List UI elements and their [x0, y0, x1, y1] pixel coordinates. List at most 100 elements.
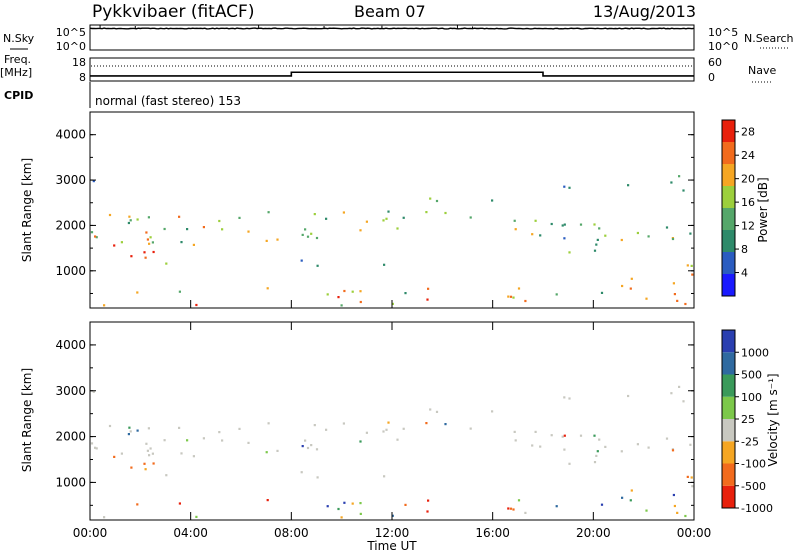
- power-cell: [568, 251, 571, 254]
- power-cell: [665, 226, 669, 229]
- velocity-cell: [276, 449, 279, 452]
- power-y-axis: 1000 2000 3000 4000: [55, 128, 694, 294]
- velocity-cell: [539, 445, 542, 448]
- velocity-cell: [507, 507, 510, 510]
- power-cell: [359, 290, 362, 293]
- velocity-cell: [310, 444, 313, 447]
- velocity-cell: [351, 502, 354, 505]
- velocity-cell: [113, 455, 116, 458]
- y-tick-label: 2000: [55, 218, 86, 232]
- velocity-cell: [267, 422, 270, 425]
- velocity-cell: [563, 448, 566, 451]
- power-cell: [636, 231, 639, 235]
- power-cell: [247, 230, 250, 233]
- colorbar-swatch: [722, 274, 735, 296]
- x-tick-label: 00:00: [677, 526, 712, 540]
- velocity-cell: [103, 516, 106, 519]
- velocity-cell: [629, 499, 632, 502]
- colorbar-tick-label: 12: [741, 220, 755, 233]
- velocity-cell: [593, 461, 597, 464]
- power-cell: [95, 236, 98, 239]
- power-cell: [148, 242, 151, 245]
- power-cell: [113, 244, 116, 247]
- velocity-cell: [517, 499, 521, 502]
- power-cell: [444, 211, 447, 215]
- velocity-cell: [568, 397, 571, 400]
- power-cell: [108, 213, 112, 217]
- power-cell: [90, 231, 94, 234]
- velocity-cell: [600, 503, 604, 506]
- power-cell: [391, 302, 394, 305]
- velocity-cell: [365, 431, 368, 434]
- nsky-trace-line: [89, 27, 695, 30]
- velocity-cell: [425, 422, 428, 425]
- velocity-cell: [94, 446, 97, 449]
- power-cell: [563, 237, 566, 240]
- velocity-cell: [313, 424, 316, 427]
- power-cell: [103, 304, 106, 307]
- power-cell: [276, 238, 279, 241]
- power-cell: [147, 216, 150, 219]
- velocity-cell: [593, 434, 596, 437]
- power-cell: [620, 238, 623, 242]
- colorbar-tick-label: -100: [741, 458, 766, 471]
- velocity-y-axis: 1000 2000 3000 4000: [55, 338, 694, 506]
- y-tick-label: 4000: [55, 128, 86, 142]
- velocity-cell: [151, 452, 154, 455]
- power-cell: [563, 223, 566, 226]
- velocity-colorbar: 1000 500 100 25 -25 -100 -500 -1000: [721, 329, 773, 515]
- colorbar-swatch: [722, 186, 735, 208]
- power-cell: [531, 233, 534, 236]
- velocity-ylabel: Slant Range [km]: [20, 368, 34, 472]
- x-tick-label: 12:00: [375, 526, 410, 540]
- power-cell: [120, 241, 123, 244]
- power-cell: [359, 229, 362, 232]
- velocity-cell: [598, 438, 601, 441]
- y-tick-label: 2000: [55, 430, 86, 444]
- frequency-line: [90, 71, 694, 77]
- velocity-cell: [143, 462, 146, 465]
- power-cell: [180, 241, 183, 244]
- colorbar-swatch: [722, 164, 735, 186]
- velocity-cell: [265, 451, 268, 454]
- velocity-cell: [315, 448, 319, 451]
- power-cell: [568, 186, 571, 189]
- power-cell: [507, 295, 510, 298]
- power-cell: [306, 235, 310, 238]
- velocity-cell: [304, 439, 307, 442]
- velocity-cell: [531, 444, 534, 447]
- velocity-cell: [402, 427, 405, 430]
- velocity-cell: [684, 514, 687, 518]
- power-cell: [218, 219, 221, 223]
- power-cell: [385, 217, 388, 220]
- velocity-cell: [429, 408, 432, 411]
- velocity-cell: [689, 443, 692, 446]
- power-cell: [630, 277, 633, 280]
- power-cell: [676, 299, 679, 302]
- date-label: 13/Aug/2013: [593, 2, 696, 21]
- colorbar-swatch: [722, 252, 735, 274]
- velocity-cell: [387, 421, 390, 424]
- nsky-panel: [89, 24, 695, 51]
- colorbar-swatch: [722, 396, 735, 419]
- power-colorbar-label: Power [dB]: [756, 177, 770, 242]
- power-panel-frame: [89, 111, 695, 309]
- velocity-cell: [630, 489, 633, 492]
- power-cell: [300, 259, 303, 262]
- velocity-cell: [595, 454, 598, 457]
- power-cell: [146, 238, 149, 241]
- velocity-cell: [152, 462, 155, 465]
- freq-tick-top: 18: [72, 56, 86, 69]
- power-cell: [550, 222, 553, 226]
- nsearch-tick-top: 10^5: [708, 26, 738, 39]
- velocity-cell: [340, 516, 343, 519]
- x-tick-label: 00:00: [73, 526, 108, 540]
- velocity-cell: [435, 410, 439, 413]
- power-cell: [404, 292, 407, 295]
- power-cell: [629, 287, 632, 290]
- power-cell: [469, 216, 472, 219]
- velocity-cell: [342, 422, 345, 425]
- time-axis-label: Time UT: [366, 539, 417, 553]
- power-cell: [221, 228, 224, 231]
- velocity-cell: [316, 476, 319, 479]
